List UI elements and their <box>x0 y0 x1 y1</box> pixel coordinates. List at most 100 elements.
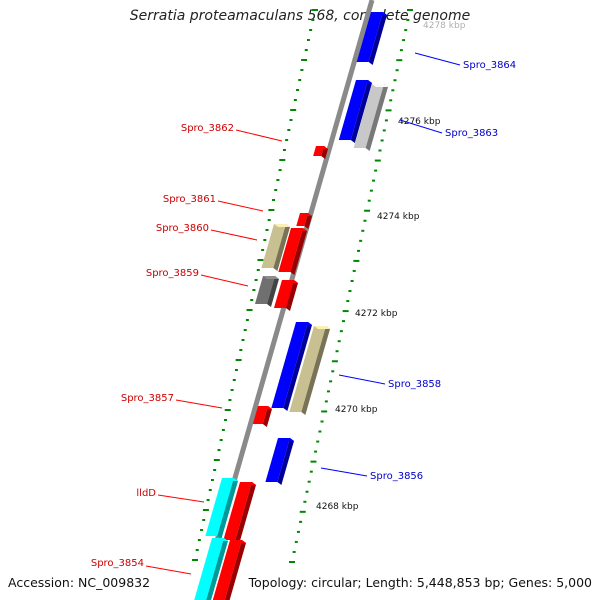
gene-features <box>194 12 388 600</box>
feature-top <box>291 228 307 231</box>
gene-label: Spro_3862 <box>181 123 234 134</box>
feature-shade <box>301 326 330 415</box>
feature-shade <box>262 406 272 427</box>
feature-top <box>212 538 228 541</box>
gene-label: Spro_3856 <box>370 471 423 482</box>
feature-shade <box>235 482 256 543</box>
feature-shade <box>224 540 246 600</box>
feature-body <box>338 80 368 140</box>
feature-top <box>371 12 387 15</box>
label-leader-line <box>200 274 249 287</box>
feature-body <box>278 228 303 272</box>
scale-label: 4274 kbp <box>377 212 420 222</box>
scale-labels: 4278 kbp 4276 kbp 4274 kbp 4272 kbp 4270 kbp… <box>316 21 466 512</box>
scale-label: 4272 kbp <box>355 309 398 319</box>
feature-body <box>289 326 326 412</box>
gene-feature <box>313 146 328 159</box>
gene-feature <box>356 12 387 65</box>
feature-shade <box>285 280 298 311</box>
scale-label: 4270 kbp <box>335 405 378 415</box>
gene-feature <box>252 406 272 427</box>
feature-top <box>282 280 298 283</box>
feature-shade <box>365 84 388 151</box>
label-leader-line <box>320 467 368 477</box>
feature-body <box>252 406 268 424</box>
gene-label: Spro_3857 <box>121 393 174 404</box>
feature-shade <box>350 80 372 143</box>
feature-top <box>356 80 372 83</box>
feature-body <box>265 438 290 482</box>
gene-label: Spro_3860 <box>156 223 209 234</box>
feature-body <box>273 280 294 308</box>
feature-body <box>296 213 308 226</box>
feature-top <box>296 322 312 325</box>
gene-label: Spro_3854 <box>91 558 144 569</box>
label-leader-line <box>414 52 461 66</box>
label-leaders <box>145 52 461 575</box>
gene-label: Spro_3859 <box>146 268 199 279</box>
feature-top <box>278 438 294 441</box>
gene-feature <box>212 540 246 600</box>
gene-label: Spro_3858 <box>388 379 441 390</box>
gene-label: lldD <box>136 488 156 499</box>
feature-shade <box>217 478 238 539</box>
gene-feature <box>278 228 307 275</box>
gene-feature <box>194 538 228 600</box>
label-leader-line <box>338 374 386 385</box>
feature-top <box>222 478 238 481</box>
label-leader-line <box>145 565 192 575</box>
gene-feature <box>338 80 372 143</box>
feature-body <box>223 482 252 540</box>
feature-shade <box>273 224 290 271</box>
feature-shade <box>206 538 228 600</box>
label-leader-line <box>175 399 223 409</box>
gene-feature <box>265 438 294 485</box>
gene-feature <box>254 276 279 307</box>
feature-body <box>353 84 384 148</box>
accession-text: Accession: NC_009832 <box>8 575 151 590</box>
feature-shade <box>283 322 312 411</box>
label-leader-line <box>399 119 443 134</box>
tick-marks <box>192 9 413 563</box>
scale-label: 4278 kbp <box>423 21 466 31</box>
feature-top <box>274 224 290 227</box>
topology-summary: Topology: circular; Length: 5,448,853 bp… <box>248 575 592 590</box>
label-leader-line <box>210 229 258 241</box>
feature-body <box>261 224 286 268</box>
feature-shade <box>304 213 312 229</box>
feature-shade <box>290 228 307 275</box>
feature-top <box>314 326 330 329</box>
scale-label: 4268 kbp <box>316 502 359 512</box>
feature-top <box>258 406 272 409</box>
gene-feature <box>289 326 330 415</box>
feature-body <box>356 12 383 62</box>
feature-top <box>300 213 312 216</box>
feature-top <box>316 146 328 149</box>
feature-top <box>240 482 256 485</box>
gene-feature <box>296 213 312 229</box>
gene-feature <box>205 478 238 539</box>
gene-labels: Spro_3864 Spro_3863 Spro_3862 Spro_3861 Spro… <box>91 60 516 569</box>
feature-shade <box>368 12 387 65</box>
gene-feature <box>271 322 312 411</box>
feature-top <box>230 540 246 543</box>
feature-body <box>271 322 308 408</box>
feature-top <box>372 84 388 87</box>
gene-label: Spro_3863 <box>445 128 498 139</box>
gene-label: Spro_3861 <box>163 194 216 205</box>
feature-body <box>194 538 224 600</box>
gene-feature <box>261 224 290 271</box>
gene-label: Spro_3864 <box>463 60 516 71</box>
feature-body <box>205 478 234 536</box>
feature-shade <box>266 276 279 307</box>
feature-top <box>263 276 279 279</box>
feature-body <box>212 540 242 600</box>
scale-label: 4276 kbp <box>398 117 441 127</box>
feature-shade <box>277 438 294 485</box>
feature-shade <box>321 146 328 159</box>
gene-feature <box>353 84 388 151</box>
label-leader-line <box>157 494 205 503</box>
label-leader-line <box>235 129 283 142</box>
feature-body <box>254 276 275 304</box>
